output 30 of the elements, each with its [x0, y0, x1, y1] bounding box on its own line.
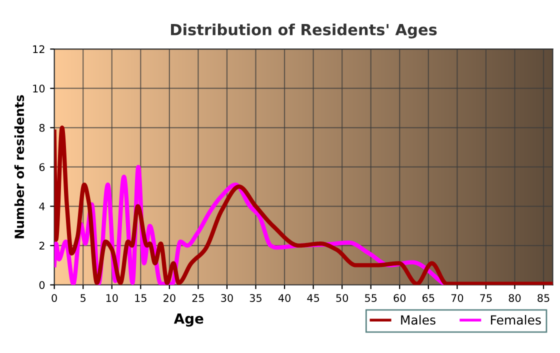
- x-tick-label: 20: [164, 294, 176, 302]
- x-tick-label: 50: [336, 294, 348, 302]
- y-tick-label: 4: [39, 202, 45, 210]
- x-tick-label: 0: [52, 294, 57, 302]
- y-tick-label: 6: [39, 163, 45, 172]
- chart-title: Distribution of Residents' Ages: [171, 24, 437, 38]
- x-tick-label: 40: [278, 294, 290, 302]
- x-tick-label: 35: [250, 294, 262, 302]
- y-tick-label: 2: [39, 242, 44, 250]
- legend-label: Males: [401, 314, 436, 325]
- x-tick-label: 60: [394, 294, 406, 302]
- y-tick-label: 10: [33, 84, 45, 92]
- x-tick-label: 70: [451, 294, 464, 302]
- x-tick-label: 25: [192, 294, 204, 302]
- legend-label: Females: [490, 314, 541, 325]
- x-tick-label: 80: [508, 294, 521, 302]
- x-tick-label: 5: [80, 294, 86, 302]
- x-tick-label: 75: [480, 294, 492, 302]
- y-tick-label: 12: [33, 45, 44, 54]
- x-tick-label: 55: [365, 294, 377, 302]
- x-tick-label: 30: [221, 294, 233, 302]
- x-tick-label: 85: [538, 294, 550, 302]
- x-tick-label: 45: [307, 294, 320, 302]
- x-tick-label: 15: [135, 294, 146, 302]
- x-axis-title: Age: [174, 313, 204, 327]
- x-tick-label: 65: [422, 294, 434, 302]
- y-axis-title: Number of residents: [14, 95, 24, 238]
- x-tick-label: 10: [106, 294, 118, 302]
- y-tick-label: 0: [39, 281, 45, 289]
- y-tick-label: 8: [39, 124, 45, 132]
